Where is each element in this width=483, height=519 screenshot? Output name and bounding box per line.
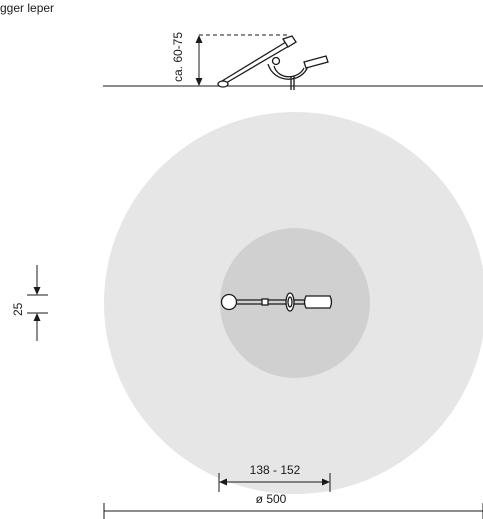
height-label: ca. 60-75	[171, 32, 185, 82]
span-label: 138 - 152	[250, 463, 301, 477]
span-arrow-right	[322, 478, 330, 486]
plan-view: 25 138 - 152 ø 500	[11, 112, 483, 519]
height-arrow-top	[195, 35, 203, 43]
side-elevation: ca. 60-75	[103, 32, 483, 90]
header-text: gger leper	[0, 1, 54, 15]
offset-arrow-top	[33, 287, 41, 295]
spray-head-top-icon	[220, 292, 333, 312]
spray-head-side-icon	[217, 35, 329, 90]
offset-label: 25	[11, 302, 25, 316]
height-arrow-bottom	[195, 78, 203, 86]
inner-spray-zone	[220, 228, 370, 378]
offset-arrow-bottom	[33, 313, 41, 321]
span-arrow-left	[219, 478, 227, 486]
diameter-label: ø 500	[256, 492, 287, 506]
